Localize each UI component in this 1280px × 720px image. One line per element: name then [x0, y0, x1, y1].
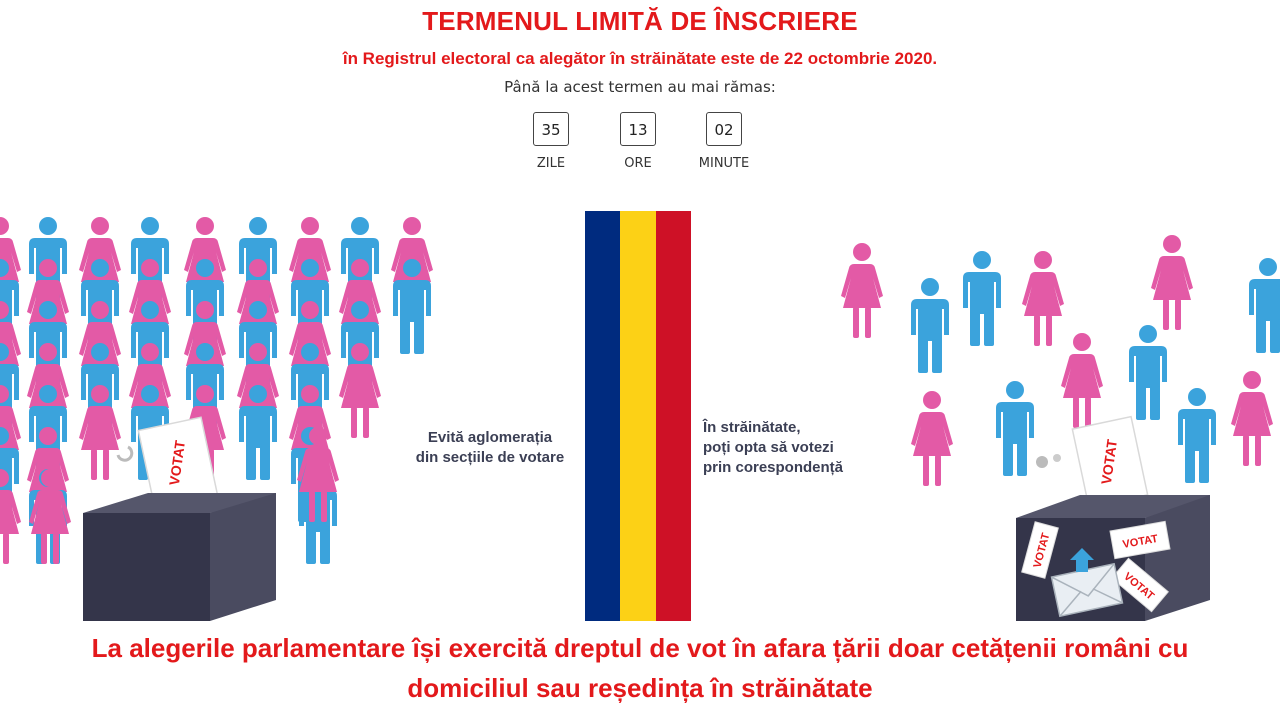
romanian-flag	[585, 211, 691, 621]
man-figure-icon	[911, 278, 949, 373]
countdown-days: 35 ZILE	[511, 112, 591, 171]
countdown-days-label: ZILE	[536, 156, 566, 171]
right-text-line-1: În străinătate,	[703, 419, 801, 436]
left-text-line-2: din secțiile de votare	[415, 449, 565, 466]
woman-figure-icon	[911, 391, 953, 486]
woman-figure-icon	[1231, 371, 1273, 466]
left-text-line-1: Evită aglomerația	[427, 429, 553, 446]
remaining-text: Până la acest termen au mai rămas:	[504, 78, 776, 96]
vote-by-mail-text: În străinătate, poți opta să votezi prin…	[703, 418, 903, 478]
countdown-hours-value: 13	[620, 112, 656, 146]
countdown-days-value: 35	[533, 112, 569, 146]
woman-figure-icon	[841, 243, 883, 338]
right-crowd	[841, 235, 1280, 486]
countdown-minutes: 02 MINUTE	[684, 112, 764, 171]
avoid-crowds-text: Evită aglomerația din secțiile de votare	[400, 428, 580, 468]
woman-figure-icon	[1061, 333, 1103, 428]
deadline-subtitle: în Registrul electoral ca alegător în st…	[342, 49, 938, 68]
right-text-line-3: prin corespondență	[703, 459, 844, 476]
countdown-hours: 13 ORE	[598, 112, 678, 171]
man-figure-icon	[1129, 325, 1167, 420]
countdown-minutes-label: MINUTE	[698, 156, 750, 171]
ballot-label-left: VOTAT	[166, 439, 188, 487]
man-figure-icon	[963, 251, 1001, 346]
man-figure-icon	[996, 381, 1034, 476]
countdown-minutes-value: 02	[706, 112, 742, 146]
woman-figure-icon	[1022, 251, 1064, 346]
footer-statement: La alegerile parlamentare își exercită d…	[0, 628, 1280, 708]
man-figure-icon	[1178, 388, 1216, 483]
man-figure-icon	[1249, 258, 1280, 353]
page-title: TERMENUL LIMITĂ DE ÎNSCRIERE	[422, 6, 858, 36]
footer-line-1: La alegerile parlamentare își exercită d…	[91, 633, 1189, 663]
right-text-line-2: poți opta să votezi	[703, 439, 834, 456]
ballot-box-icon: VOTAT	[83, 416, 276, 621]
flag-blue-stripe	[585, 211, 621, 621]
flag-yellow-stripe	[620, 211, 656, 621]
countdown-hours-label: ORE	[624, 156, 652, 171]
footer-line-2: domiciliul sau reședința în străinătate	[407, 673, 873, 703]
flag-red-stripe	[655, 211, 691, 621]
countdown-timer: 35 ZILE 13 ORE 02 MINUTE	[0, 112, 1280, 182]
envelope-icon	[1050, 562, 1124, 618]
ballot-box-icon: VOTAT VOTAT VOTAT VOTAT	[1016, 415, 1210, 621]
woman-figure-icon	[1151, 235, 1193, 330]
ballot-label-right: VOTAT	[1098, 438, 1120, 486]
